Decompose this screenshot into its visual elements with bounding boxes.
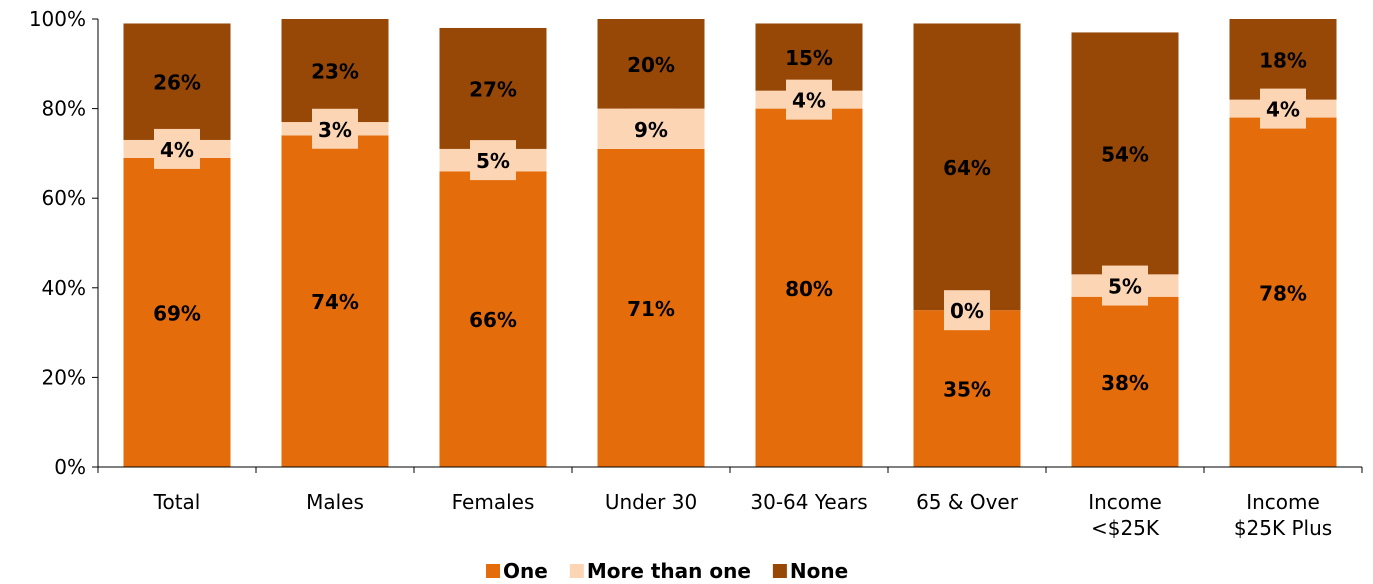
- data-label: 15%: [785, 46, 833, 70]
- data-label: 5%: [1108, 275, 1142, 299]
- y-tick-label: 40%: [42, 276, 86, 300]
- data-label: 66%: [469, 308, 517, 332]
- data-label: 4%: [160, 138, 194, 162]
- legend-label: None: [790, 559, 848, 583]
- data-label: 78%: [1259, 281, 1307, 305]
- data-label: 69%: [153, 301, 201, 325]
- data-label: 38%: [1101, 371, 1149, 395]
- data-label: 4%: [792, 89, 826, 113]
- bar-segment-one: [281, 135, 389, 468]
- legend-swatch: [486, 564, 500, 578]
- data-label: 23%: [311, 60, 359, 84]
- data-label-box: [154, 128, 200, 169]
- bar-segment-none: [1229, 19, 1337, 100]
- data-label: 64%: [943, 156, 991, 180]
- x-category-label: Females: [452, 490, 535, 514]
- data-label: 20%: [627, 53, 675, 77]
- data-label: 0%: [950, 299, 984, 323]
- data-label: 74%: [311, 290, 359, 314]
- legend-label: One: [503, 559, 548, 583]
- data-label-box: [628, 108, 674, 149]
- bar-segment-none: [1071, 32, 1179, 275]
- x-category-label: 65 & Over: [916, 490, 1019, 514]
- data-label-box: [786, 79, 832, 120]
- data-label: 4%: [1266, 98, 1300, 122]
- y-tick-label: 100%: [29, 7, 86, 31]
- bar-segment-one: [439, 171, 547, 467]
- legend-swatch: [569, 564, 584, 578]
- bar-segment-one: [755, 108, 863, 467]
- data-label: 5%: [476, 149, 510, 173]
- y-tick-label: 60%: [42, 186, 86, 210]
- data-label: 27%: [469, 77, 517, 101]
- x-axis: Total Males Females Under 30 30-64 Years 65 &…: [97, 466, 1363, 540]
- data-labels: 69% 4% 26% 74% 3% 23% 66% 5% 27% 71% 9% 20% 80% 4% 15%…: [153, 46, 1307, 402]
- data-label: 3%: [318, 118, 352, 142]
- x-category-label: Income <$25K: [1088, 490, 1162, 540]
- x-category-label: Total: [153, 490, 201, 514]
- bar-segment-none: [439, 27, 547, 149]
- x-category-label: Income $25K Plus: [1234, 490, 1332, 540]
- data-label: 54%: [1101, 142, 1149, 166]
- data-label: 71%: [627, 297, 675, 321]
- data-label: 35%: [943, 378, 991, 402]
- y-axis: 0% 20% 40% 60% 80% 100%: [29, 7, 99, 479]
- data-label: 26%: [153, 71, 201, 95]
- bar-segment-one: [1229, 117, 1337, 467]
- x-category-label: Under 30: [605, 490, 697, 514]
- bar-segment-none: [123, 23, 231, 140]
- bar-segment-none: [597, 19, 705, 109]
- bar-segment-one: [1071, 296, 1179, 467]
- legend-label: More than one: [587, 559, 751, 583]
- y-tick-label: 0%: [54, 455, 86, 479]
- y-tick-label: 20%: [42, 365, 86, 389]
- y-tick-label: 80%: [42, 97, 86, 121]
- bars: [123, 19, 1337, 468]
- legend: One More than one None: [486, 559, 848, 583]
- data-label-box: [1260, 88, 1306, 129]
- bar-segment-none: [913, 23, 1021, 311]
- data-label-box: [312, 108, 358, 149]
- bar-segment-none: [755, 23, 863, 91]
- data-label-box: [1102, 265, 1148, 306]
- data-label-box: [944, 290, 990, 331]
- data-label: 80%: [785, 277, 833, 301]
- data-label: 18%: [1259, 48, 1307, 72]
- bar-segment-one: [123, 157, 231, 467]
- data-label-box: [470, 140, 516, 181]
- bar-segment-one: [913, 310, 1021, 467]
- data-label: 9%: [634, 118, 668, 142]
- bar-segment-none: [281, 19, 389, 123]
- x-category-label: Males: [306, 490, 364, 514]
- bar-segment-one: [597, 148, 705, 468]
- legend-swatch: [772, 564, 787, 578]
- x-category-label: 30-64 Years: [750, 490, 867, 514]
